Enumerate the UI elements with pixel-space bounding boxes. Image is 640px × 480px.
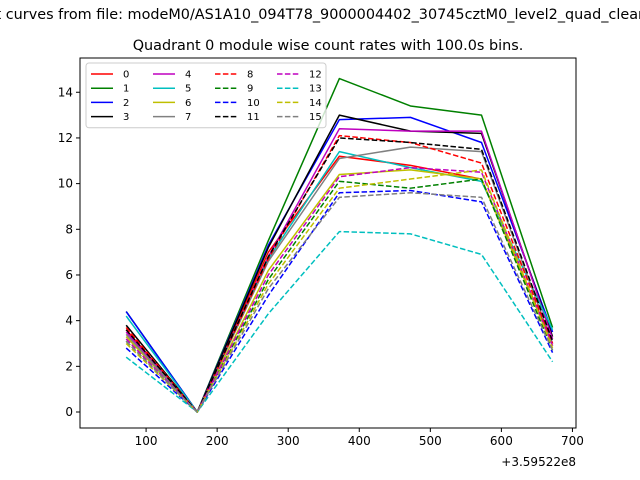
x-tick-label: 600 xyxy=(490,434,513,448)
legend-label: 8 xyxy=(247,70,253,81)
x-tick-label: 400 xyxy=(348,434,371,448)
legend-label: 1 xyxy=(123,84,129,95)
y-tick-label: 10 xyxy=(58,177,73,191)
legend-label: 15 xyxy=(309,112,322,123)
axes-frame xyxy=(79,57,577,429)
figure-suptitle: Light curves from file: modeM0/AS1A10_09… xyxy=(0,7,640,23)
y-tick-label: 12 xyxy=(58,131,73,145)
x-tick-label: 300 xyxy=(277,434,300,448)
x-tick-label: 200 xyxy=(206,434,229,448)
series-line-8 xyxy=(125,134,554,413)
legend-label: 9 xyxy=(247,84,253,95)
y-tick-label: 8 xyxy=(65,222,73,236)
x-tick-label: 500 xyxy=(419,434,442,448)
series-line-15 xyxy=(125,192,554,413)
legend-box xyxy=(85,62,327,129)
y-tick-label: 6 xyxy=(65,268,73,282)
x-tick-label: 700 xyxy=(561,434,584,448)
y-tick-label: 0 xyxy=(65,405,73,419)
legend-label: 0 xyxy=(123,70,129,81)
axes-title: Quadrant 0 module wise count rates with … xyxy=(133,38,524,54)
y-axis: 0 2 4 6 8 10 12 14 xyxy=(58,85,80,419)
legend-label: 6 xyxy=(185,98,191,109)
y-tick-label: 2 xyxy=(65,359,73,373)
legend-label: 5 xyxy=(185,84,191,95)
series-lines xyxy=(125,77,554,413)
y-tick-label: 14 xyxy=(58,85,73,99)
x-axis: 100 200 300 400 500 600 700 xyxy=(135,428,584,448)
series-line-9 xyxy=(125,178,554,413)
legend-label: 12 xyxy=(309,70,322,81)
y-tick-label: 4 xyxy=(65,314,73,328)
legend-label: 11 xyxy=(247,112,260,123)
legend-label: 13 xyxy=(309,84,322,95)
legend-label: 14 xyxy=(309,98,322,109)
legend-label: 10 xyxy=(247,98,260,109)
legend-label: 3 xyxy=(123,112,129,123)
legend-label: 2 xyxy=(123,98,129,109)
series-line-14 xyxy=(125,169,554,413)
x-tick-label: 100 xyxy=(135,434,158,448)
legend-label: 7 xyxy=(185,112,191,123)
x-offset-text: +3.59522e8 xyxy=(501,455,576,469)
legend-label: 4 xyxy=(185,70,191,81)
